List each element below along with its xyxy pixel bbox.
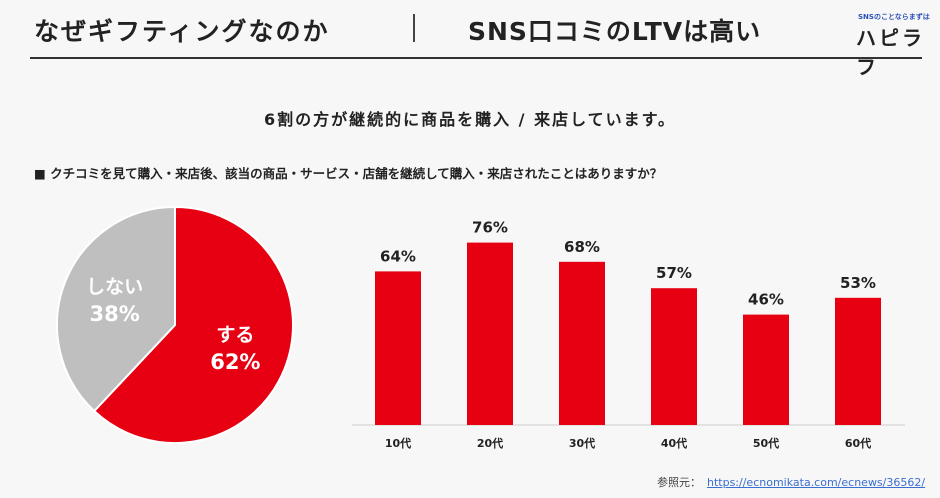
x-tick-label: 10代 [385,436,411,450]
pie-slice-1 [56,205,176,413]
bar-data-label: 46% [748,291,784,309]
logo-tagline: SNSのことならまずは [858,13,930,21]
x-tick-label: 40代 [661,436,687,450]
reference-link[interactable]: https://ecnomikata.com/ecnews/36562/ [707,476,926,489]
subtitle: 6割の方が継続的に商品を購入 / 来店しています。 [263,110,677,129]
bar-60代 [835,297,881,425]
bar-30代 [559,261,605,425]
bar-data-label: 57% [656,264,692,282]
bar-data-label: 64% [380,247,416,265]
reference-label: 参照元： [657,476,701,489]
x-tick-label: 50代 [753,436,779,450]
pie-label: する [216,324,254,346]
page-title-right: SNS口コミのLTVは高い [468,17,762,46]
pie-value-label: 38% [90,302,140,326]
bar-10代 [375,271,421,425]
reference: 参照元： https://ecnomikata.com/ecnews/36562/ [657,474,925,490]
pie-value-label: 62% [210,350,260,374]
logo: ハピラフ [856,26,925,79]
title-separator [413,14,415,42]
bar-data-label: 53% [840,274,876,292]
bar-50代 [743,314,789,425]
bar-20代 [467,242,513,425]
x-tick-label: 60代 [845,436,871,450]
x-tick-label: 20代 [477,436,503,450]
pie-slice-0 [92,205,294,444]
x-tick-label: 30代 [569,436,595,450]
bar-40代 [651,288,697,425]
header-divider [30,57,922,59]
survey-question: ■ クチコミを見て購入・来店後、該当の商品・サービス・店舗を継続して購入・来店さ… [34,166,663,181]
bar-data-label: 76% [472,219,508,237]
pie-label: しない [86,276,143,298]
page-title: なぜギフティングなのか [34,17,330,46]
bar-data-label: 68% [564,238,600,256]
